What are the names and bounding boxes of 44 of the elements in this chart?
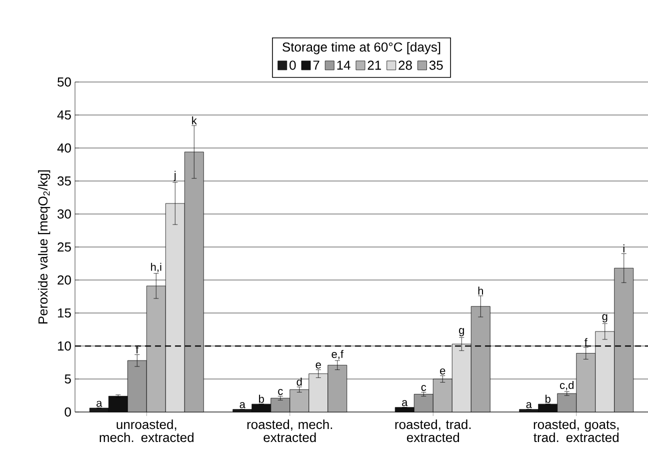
- data-label: e: [316, 362, 321, 369]
- data-label: e,f: [332, 350, 344, 360]
- legend-label: 28: [398, 60, 412, 70]
- data-label: c,d: [560, 380, 574, 390]
- data-label: g: [459, 328, 464, 336]
- legend-label: 0: [290, 60, 296, 70]
- data-label: h,i: [151, 262, 162, 272]
- data-label: i: [623, 244, 624, 252]
- data-label: b: [546, 394, 550, 403]
- data-label: f: [584, 338, 588, 346]
- data-label: a: [240, 402, 246, 408]
- data-label: b: [259, 394, 264, 403]
- y-tick-label: 10: [58, 341, 71, 351]
- y-tick-label: 25: [58, 242, 71, 252]
- data-label: a: [402, 400, 408, 406]
- y-tick-label: 35: [58, 176, 71, 186]
- legend-label: 7: [313, 60, 320, 70]
- y-tick-label: 50: [58, 77, 71, 87]
- y-tick-label: 20: [58, 275, 71, 285]
- data-label: c: [278, 388, 283, 395]
- y-tick-label: 40: [57, 143, 71, 153]
- data-label: a: [526, 402, 532, 408]
- y-tick-label: 0: [64, 407, 71, 417]
- x-tick-label: roasted, trad. extracted: [395, 420, 471, 442]
- legend-title: Storage time at 60°C [days]: [282, 42, 440, 54]
- y-tick-label: 15: [58, 308, 71, 318]
- data-label: e: [440, 368, 446, 375]
- x-tick-label: roasted, mech. extracted: [247, 420, 332, 442]
- data-label: c: [421, 384, 426, 392]
- data-label: h: [478, 286, 483, 295]
- data-label: j: [174, 170, 176, 182]
- x-tick-label: unroasted, mech. extracted: [100, 420, 194, 442]
- y-tick-label: 45: [57, 110, 71, 120]
- legend-label: 14: [337, 60, 350, 70]
- data-label: k: [192, 116, 197, 124]
- x-tick-label: roasted, goats, trad. extracted: [534, 420, 619, 442]
- y-axis-title: Peroxide value [meqO$_{2}$/kg]: [38, 170, 50, 324]
- data-label: d: [296, 378, 302, 386]
- y-tick-label: 30: [58, 209, 71, 219]
- legend-label: 35: [429, 60, 443, 70]
- legend-label: 21: [368, 60, 381, 70]
- data-label: a: [96, 400, 102, 407]
- y-tick-label: 5: [64, 374, 71, 384]
- data-label: g: [602, 314, 608, 322]
